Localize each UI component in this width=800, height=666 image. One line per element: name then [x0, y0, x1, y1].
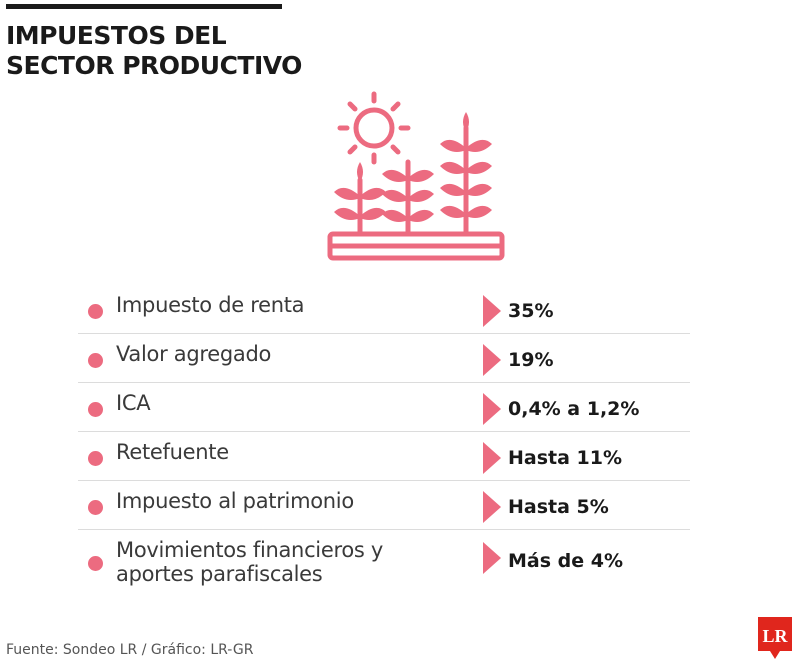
- triangle-right-icon: [483, 393, 501, 425]
- triangle-right-icon: [483, 491, 501, 523]
- list-item: Movimientos financieros y aportes parafi…: [78, 530, 690, 588]
- svg-text:LR: LR: [762, 626, 788, 646]
- list-item: Valor agregado 19%: [78, 334, 690, 383]
- bullet-icon: [88, 500, 103, 515]
- bullet-icon: [88, 451, 103, 466]
- tax-label: Movimientos financieros y aportes parafi…: [116, 538, 384, 586]
- tax-label: Impuesto de renta: [116, 293, 305, 317]
- list-item: Retefuente Hasta 11%: [78, 432, 690, 481]
- bullet-icon: [88, 402, 103, 417]
- tax-value: 0,4% a 1,2%: [508, 398, 640, 420]
- top-rule: [6, 4, 282, 9]
- tax-list: Impuesto de renta 35% Valor agregado 19%…: [78, 285, 690, 588]
- tax-value: Hasta 5%: [508, 496, 609, 518]
- tax-value: 19%: [508, 349, 554, 371]
- triangle-right-icon: [483, 542, 501, 574]
- tax-label: Retefuente: [116, 440, 229, 464]
- title-line-2: SECTOR PRODUCTIVO: [6, 51, 302, 80]
- lr-logo: LR: [758, 617, 792, 659]
- tax-label: Impuesto al patrimonio: [116, 489, 354, 513]
- triangle-right-icon: [483, 295, 501, 327]
- bullet-icon: [88, 556, 103, 571]
- list-item: Impuesto al patrimonio Hasta 5%: [78, 481, 690, 530]
- bullet-icon: [88, 353, 103, 368]
- list-item: Impuesto de renta 35%: [78, 285, 690, 334]
- tax-value: 35%: [508, 300, 554, 322]
- tax-value: Hasta 11%: [508, 447, 623, 469]
- tax-label: ICA: [116, 391, 151, 415]
- sun-and-crops-icon: [327, 91, 505, 261]
- tax-value: Más de 4%: [508, 550, 624, 572]
- tax-label: Valor agregado: [116, 342, 272, 366]
- bullet-icon: [88, 304, 103, 319]
- triangle-right-icon: [483, 442, 501, 474]
- triangle-right-icon: [483, 344, 501, 376]
- title-line-1: IMPUESTOS DEL: [6, 21, 227, 50]
- source-note: Fuente: Sondeo LR / Gráfico: LR-GR: [6, 642, 254, 658]
- page-title: IMPUESTOS DEL SECTOR PRODUCTIVO: [6, 21, 426, 81]
- list-item: ICA 0,4% a 1,2%: [78, 383, 690, 432]
